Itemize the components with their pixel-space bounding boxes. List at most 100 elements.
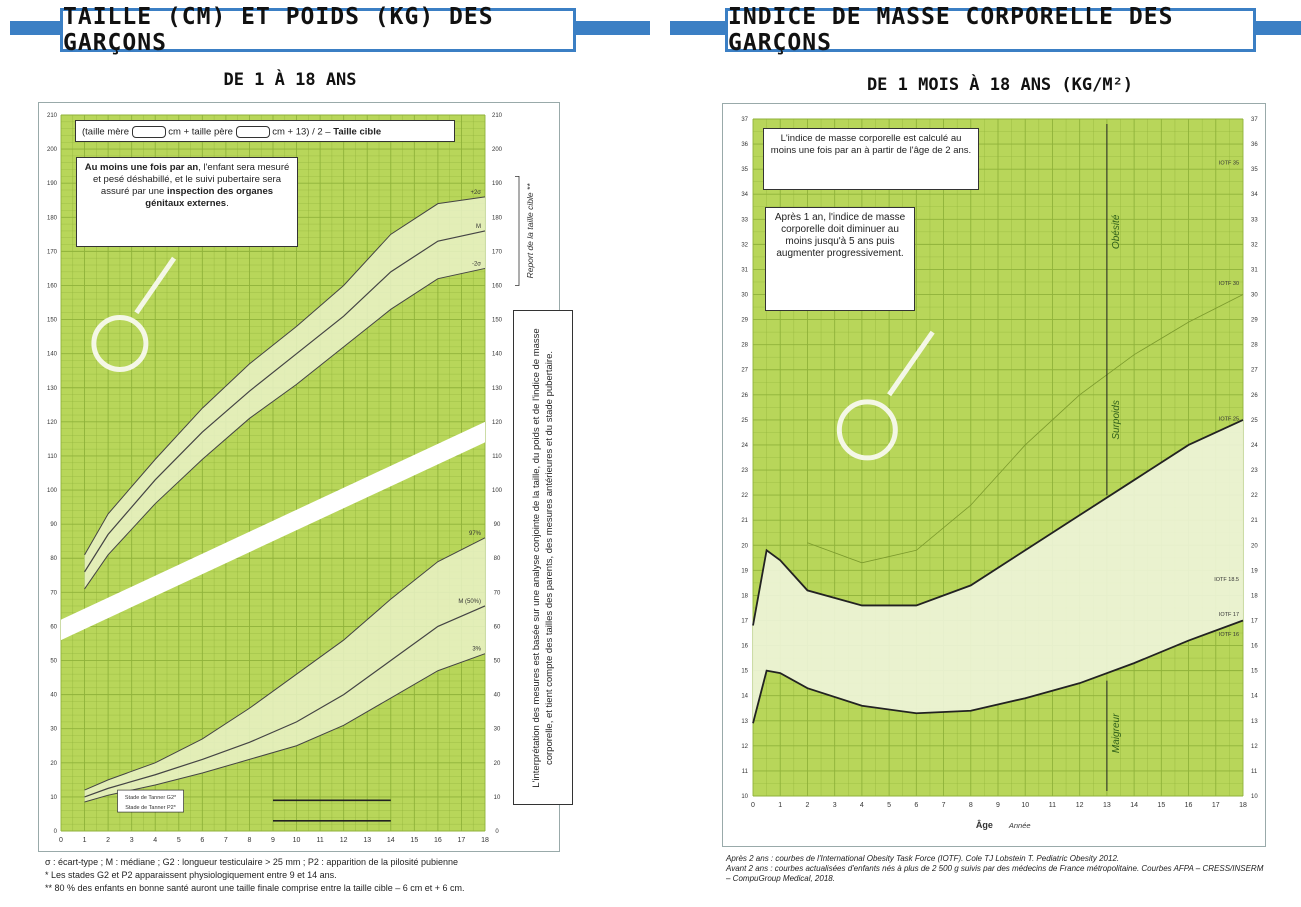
y-tick-label-right: 14 (1251, 694, 1258, 700)
y-tick-label-left: 70 (50, 590, 57, 596)
x-tick-label: 11 (1049, 802, 1056, 809)
y-tick-label-left: 33 (741, 217, 748, 223)
y-tick-label-right: 0 (495, 829, 499, 835)
y-tick-label-left: 100 (47, 488, 58, 494)
x-tick-label: 11 (316, 837, 323, 844)
x-tick-label: 10 (293, 837, 301, 844)
y-tick-label-right: 26 (1251, 393, 1258, 399)
target-height-formula: (taille mère cm + taille père cm + 13) /… (75, 120, 455, 142)
y-tick-label-right: 180 (492, 215, 503, 221)
y-tick-label-right: 10 (494, 795, 501, 801)
y-tick-label-left: 60 (50, 624, 57, 630)
series-label: 3% (472, 647, 481, 653)
zone-label: Surpoids (1111, 400, 1122, 439)
x-tick-label: 4 (153, 837, 157, 844)
y-tick-label-right: 50 (494, 659, 501, 665)
y-tick-label-right: 35 (1251, 167, 1258, 173)
series-line (84, 605, 486, 798)
footnote: ** 80 % des enfants en bonne santé auron… (45, 883, 465, 893)
y-tick-label-left: 200 (47, 147, 58, 153)
y-tick-label-left: 31 (741, 267, 748, 273)
x-tick-label: 3 (130, 837, 134, 844)
target-report-label: Report de la taille cible ** (525, 183, 535, 279)
right-subtitle: DE 1 MOIS À 18 ANS (KG/M²) (866, 75, 1134, 95)
x-tick-label: 15 (410, 837, 418, 844)
x-tick-label: 10 (1021, 802, 1029, 809)
x-tick-label: 9 (996, 802, 1000, 809)
target-bracket (515, 175, 520, 286)
zone-label: Obésité (1111, 214, 1122, 249)
x-tick-label: 8 (247, 837, 251, 844)
iotf-label: IOTF 35 (1219, 161, 1239, 167)
y-tick-label-left: 80 (50, 556, 57, 562)
x-tick-label: 4 (860, 802, 864, 809)
x-axis-unit: Année (1008, 821, 1031, 830)
x-axis-label: Âge (976, 819, 993, 830)
x-tick-label: 14 (387, 837, 395, 844)
left-footnotes: σ : écart-type ; M : médiane ; G2 : long… (45, 856, 555, 895)
y-tick-label-left: 34 (741, 192, 748, 198)
y-tick-label-right: 70 (494, 590, 501, 596)
x-tick-label: 1 (83, 837, 87, 844)
y-tick-label-left: 110 (47, 454, 57, 460)
y-tick-label-left: 90 (50, 522, 57, 528)
y-tick-label-right: 29 (1251, 318, 1258, 324)
series-label: 97% (469, 531, 482, 537)
y-tick-label-right: 20 (494, 761, 501, 767)
y-tick-label-right: 40 (494, 693, 501, 699)
interpretation-note: L'interprétation des mesures est basée s… (513, 310, 573, 805)
series-line (84, 230, 486, 573)
series-label: -2σ (472, 261, 481, 267)
x-tick-label: 17 (1212, 802, 1220, 809)
footnote: Après 2 ans : courbes de l'International… (726, 854, 1120, 863)
formula-part2: cm + taille père (168, 126, 233, 138)
y-tick-label-right: 32 (1251, 242, 1258, 248)
tanner-legend-box (117, 789, 184, 813)
y-tick-label-left: 130 (47, 386, 58, 392)
series-line (807, 294, 1244, 564)
male-symbol-icon (91, 314, 149, 372)
x-tick-label: 1 (778, 802, 782, 809)
y-tick-label-left: 35 (741, 167, 748, 173)
x-tick-label: 12 (1076, 802, 1084, 809)
y-tick-label-left: 25 (741, 418, 748, 424)
y-tick-label-right: 25 (1251, 418, 1258, 424)
y-tick-label-right: 11 (1251, 769, 1258, 775)
y-tick-label-right: 170 (492, 249, 503, 255)
y-tick-label-left: 14 (741, 694, 748, 700)
y-tick-label-left: 15 (741, 669, 748, 675)
y-tick-label-left: 22 (741, 493, 748, 499)
y-tick-label-right: 28 (1251, 343, 1258, 349)
y-tick-label-right: 27 (1251, 368, 1258, 374)
y-tick-label-left: 160 (47, 283, 58, 289)
x-tick-label: 13 (1103, 802, 1111, 809)
y-tick-label-left: 32 (741, 242, 748, 248)
y-tick-label-left: 20 (50, 761, 57, 767)
y-tick-label-right: 30 (494, 727, 501, 733)
series-line (84, 537, 486, 791)
y-tick-label-right: 10 (1251, 794, 1258, 800)
y-tick-label-right: 36 (1251, 142, 1258, 148)
right-footnotes: Après 2 ans : courbes de l'International… (726, 854, 1266, 884)
y-tick-label-left: 170 (47, 249, 58, 255)
normal-band (753, 419, 1243, 724)
note-bold2: inspection des organes génitaux externes (145, 186, 274, 209)
y-tick-label-right: 120 (492, 420, 503, 426)
y-tick-label-left: 26 (741, 393, 748, 399)
tanner-p2-label: Stade de Tanner P2* (125, 805, 177, 811)
y-tick-label-left: 0 (54, 829, 58, 835)
percentile-band (84, 537, 486, 803)
x-tick-label: 14 (1130, 802, 1138, 809)
y-tick-label-right: 200 (492, 147, 503, 153)
father-height-input[interactable] (235, 126, 270, 138)
y-tick-label-right: 190 (492, 181, 503, 187)
y-tick-label-right: 18 (1251, 593, 1258, 599)
note-end: . (226, 198, 229, 209)
percentile-band (84, 196, 486, 589)
right-banner: INDICE DE MASSE CORPORELLE DES GARÇONS (670, 4, 1301, 56)
y-tick-label-left: 10 (50, 795, 57, 801)
y-tick-label-left: 21 (741, 518, 748, 524)
y-tick-label-right: 19 (1251, 568, 1258, 574)
bmi-note-2: Après 1 an, l'indice de masse corporelle… (765, 207, 915, 311)
mother-height-input[interactable] (131, 126, 166, 138)
